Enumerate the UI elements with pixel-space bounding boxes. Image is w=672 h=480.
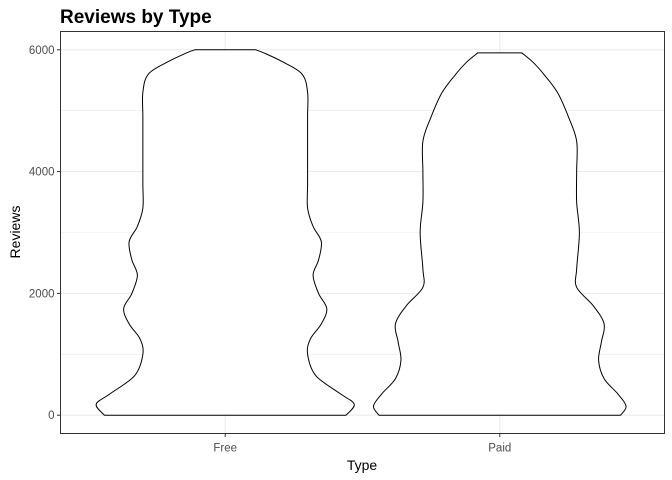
violin-free [95,49,355,416]
x-axis-title: Type [347,457,378,473]
x-tick-label: Paid [488,443,511,455]
y-tick-label: 0 [48,410,54,422]
axes: 0 2000 4000 6000 Free Paid [29,45,511,455]
y-tick-label: 2000 [29,288,55,300]
panel-border [60,31,665,434]
x-tick-label: Free [213,443,237,455]
violin-paid [372,52,627,416]
y-axis-title: Reviews [7,206,23,259]
y-tick-label: 4000 [29,167,55,179]
y-tick-label: 6000 [29,45,55,57]
violins [95,49,627,416]
chart-title: Reviews by Type [60,7,212,28]
